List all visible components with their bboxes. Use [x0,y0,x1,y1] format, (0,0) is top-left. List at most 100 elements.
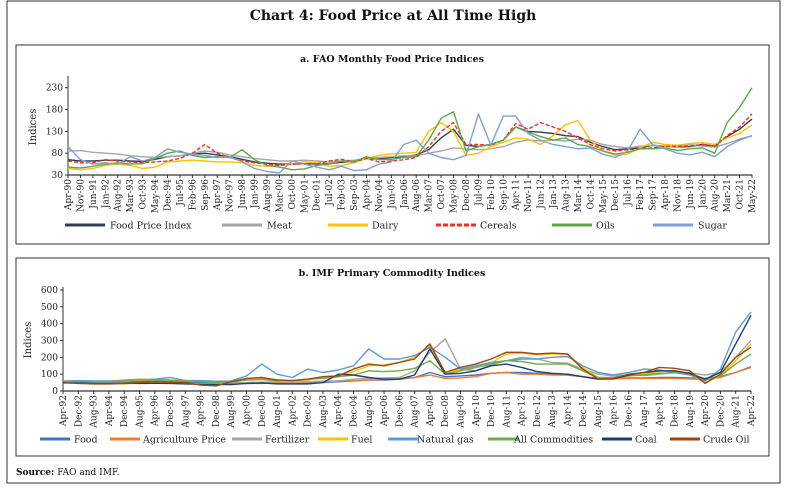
x-tick-label: Apr-90 [64,179,74,211]
x-tick-label: Dec-96 [166,395,176,427]
x-tick-label: Dec-94 [120,395,130,427]
y-axis-label: Indices [28,109,39,146]
x-tick-label: Oct-21 [736,179,746,210]
x-tick-label: Apr-94 [105,395,115,427]
y-tick-label: 300 [41,337,58,347]
x-tick-label: Mar-00 [275,179,285,213]
series-line-meat [67,135,753,163]
x-tick-label: Apr-00 [242,395,252,427]
legend-label: Meat [267,221,292,232]
series-line-crude-oil [62,343,752,387]
legend-label: Cereals [480,221,517,232]
x-tick-label: Dec-12 [533,395,543,427]
panel-a-frame [15,44,770,245]
y-tick-label: 600 [41,286,58,296]
x-tick-label: Jan-99 [251,179,261,210]
y-tick-label: 500 [41,303,58,313]
x-tick-label: Sep-17 [649,179,659,211]
x-tick-label: Aug-01 [273,395,283,429]
legend-label: Coal [635,435,657,446]
x-tick-label: Jul-16 [624,179,634,207]
x-tick-label: Mar-21 [723,179,733,212]
x-tick-label: Feb-03 [338,179,348,211]
panel-a-chart: a. FAO Monthly Food Price Indices Indices… [28,54,758,232]
y-tick-label: 400 [41,320,58,330]
legend-label: Sugar [698,221,727,232]
x-tick-label: Jun-12 [537,179,547,210]
x-tick-label: Nov-04 [375,179,385,212]
x-tick-label: Apr-22 [747,395,757,427]
x-tick-label: Apr-04 [362,179,372,211]
x-tick-label: Jul-09 [474,179,484,207]
x-tick-label: Jul-02 [325,179,335,207]
x-tick-label: Aug-03 [319,395,329,429]
x-tick-label: Jul-95 [176,179,186,207]
legend-label: Food [74,435,98,446]
series-line-oils [67,87,753,171]
x-tick-label: Nov-90 [76,179,86,212]
legend-label: Dairy [372,221,399,232]
y-tick-label: 130 [46,127,63,137]
panel-title: a. FAO Monthly Food Price Indices [300,54,484,65]
x-tick-label: Dec-18 [671,395,681,427]
x-tick-label: Dec-10 [487,395,497,427]
x-tick-label: Apr-20 [701,395,711,427]
y-tick-label: 0 [52,387,58,397]
x-tick-label: Aug-21 [732,395,742,429]
x-tick-label: Apr-92 [59,395,69,427]
x-tick-label: Dec-04 [349,395,359,427]
legend-label: Crude Oil [703,435,750,446]
x-tick-label: Apr-04 [334,395,344,427]
source-note: Source: FAO and IMF. [16,468,120,478]
x-tick-label: Apr-06 [380,395,390,427]
x-tick-label: Apr-12 [518,395,528,427]
panel-b-chart: b. IMF Primary Commodity Indices Indices 0… [23,268,757,446]
x-tick-label: Dec-92 [74,395,84,427]
x-tick-label: Aug-99 [227,395,237,429]
y-tick-label: 30 [52,171,64,181]
x-tick-label: Aug-06 [412,179,422,213]
x-tick-label: Aug-17 [640,395,650,429]
x-tick-label: Nov-18 [673,179,683,212]
x-tick-label: Dec-98 [212,395,222,427]
x-tick-label: Dec-02 [304,395,314,427]
x-tick-label: Apr-18 [661,179,671,211]
x-tick-label: Feb-17 [636,179,646,211]
x-tick-label: Oct-14 [586,179,596,210]
y-tick-label: 200 [41,353,58,363]
legend-label: Oils [596,221,615,232]
y-tick-label: 180 [46,106,63,116]
x-tick-label: Feb-96 [188,179,198,211]
series-line-all-commodities [63,353,752,384]
legend-label: Agriculture Price [142,435,226,446]
x-tick-label: Aug-93 [90,395,100,429]
x-tick-label: May-22 [748,179,758,213]
x-tick-label: Aug-11 [502,395,512,429]
x-tick-label: Apr-14 [564,395,574,427]
x-tick-label: Nov-11 [524,179,534,212]
x-tick-label: Aug-99 [263,179,273,213]
x-tick-label: Dec-20 [716,395,726,427]
x-tick-label: May-15 [599,179,609,213]
series-line-natural-gas [62,311,752,382]
outer-frame [6,0,781,484]
x-tick-label: Sep-03 [350,179,360,211]
figure-title: Chart 4: Food Price at All Time High [250,8,537,24]
x-tick-label: Dec-01 [313,179,323,211]
x-tick-label: May-01 [300,179,310,213]
x-tick-label: Aug-15 [594,395,604,429]
x-tick-label: Dec-15 [611,179,621,211]
x-tick-label: Dec-00 [258,395,268,427]
x-tick-label: Apr-16 [609,395,619,427]
x-tick-label: Jan-06 [400,179,410,210]
x-tick-label: Apr-08 [426,395,436,427]
x-tick-label: Mar-93 [126,179,136,213]
x-tick-label: Dec-08 [441,395,451,427]
x-tick-label: Jan-13 [549,179,559,210]
legend-label: Natural gas [417,435,474,446]
x-tick-label: Nov-97 [226,179,236,212]
x-tick-label: Apr-11 [512,179,522,211]
x-tick-label: May-94 [151,179,161,213]
x-tick-label: Oct-93 [139,179,149,210]
x-tick-label: Jan-20 [698,179,708,210]
